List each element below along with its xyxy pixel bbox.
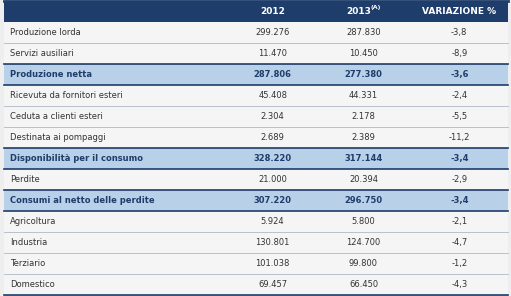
Bar (4, 106, 508, 127)
Text: 130.801: 130.801 (256, 238, 290, 247)
Text: -5,5: -5,5 (451, 112, 468, 121)
Text: 5.924: 5.924 (261, 217, 285, 226)
Text: 5.800: 5.800 (352, 217, 375, 226)
Text: 101.038: 101.038 (256, 258, 290, 268)
Text: -1,2: -1,2 (451, 258, 468, 268)
Text: Destinata ai pompaggi: Destinata ai pompaggi (10, 133, 106, 141)
Text: 2.178: 2.178 (352, 112, 376, 121)
Text: Consumi al netto delle perdite: Consumi al netto delle perdite (10, 196, 155, 205)
Text: 2013: 2013 (346, 7, 371, 16)
Bar (4, 274, 508, 295)
Text: -3,4: -3,4 (450, 154, 469, 163)
Text: 2.689: 2.689 (261, 133, 285, 141)
Text: -4,7: -4,7 (451, 238, 468, 247)
Bar (4, 64, 508, 85)
Text: 21.000: 21.000 (258, 175, 287, 184)
Text: 2.304: 2.304 (261, 112, 285, 121)
Text: Terziario: Terziario (10, 258, 45, 268)
Text: 2.389: 2.389 (352, 133, 376, 141)
Bar (4, 231, 508, 252)
Text: Agricoltura: Agricoltura (10, 217, 57, 226)
Text: (A): (A) (371, 5, 381, 10)
Text: Perdite: Perdite (10, 175, 40, 184)
Text: 45.408: 45.408 (258, 91, 287, 100)
Bar (4, 22, 508, 43)
Text: Disponibilità per il consumo: Disponibilità per il consumo (10, 154, 143, 163)
Text: 299.276: 299.276 (256, 28, 290, 37)
Text: Industria: Industria (10, 238, 48, 247)
Text: -11,2: -11,2 (449, 133, 470, 141)
Text: 277.380: 277.380 (344, 70, 382, 79)
Text: VARIAZIONE %: VARIAZIONE % (422, 7, 496, 16)
Text: -3,4: -3,4 (450, 196, 469, 205)
Text: 287.830: 287.830 (346, 28, 381, 37)
Text: -3,8: -3,8 (451, 28, 468, 37)
Text: Ceduta a clienti esteri: Ceduta a clienti esteri (10, 112, 103, 121)
Text: 99.800: 99.800 (349, 258, 378, 268)
Text: 66.450: 66.450 (349, 279, 378, 289)
Bar (4, 252, 508, 274)
Text: Produzione netta: Produzione netta (10, 70, 92, 79)
Text: 124.700: 124.700 (346, 238, 381, 247)
Text: -3,6: -3,6 (450, 70, 469, 79)
Text: 328.220: 328.220 (253, 154, 292, 163)
Text: -2,9: -2,9 (451, 175, 468, 184)
Text: 307.220: 307.220 (253, 196, 292, 205)
Text: 287.806: 287.806 (253, 70, 292, 79)
Text: Servizi ausiliari: Servizi ausiliari (10, 49, 74, 58)
Text: 20.394: 20.394 (349, 175, 378, 184)
Text: 11.470: 11.470 (258, 49, 287, 58)
Bar (4, 210, 508, 231)
Text: Produzione lorda: Produzione lorda (10, 28, 81, 37)
Bar (4, 43, 508, 64)
Text: 69.457: 69.457 (258, 279, 287, 289)
Text: 10.450: 10.450 (349, 49, 378, 58)
Text: -8,9: -8,9 (451, 49, 468, 58)
Bar (4, 85, 508, 106)
Text: 317.144: 317.144 (344, 154, 383, 163)
Text: 2012: 2012 (260, 7, 285, 16)
Bar (4, 127, 508, 148)
Bar (4, 189, 508, 210)
Text: -2,1: -2,1 (451, 217, 468, 226)
Bar (4, 148, 508, 169)
Text: Ricevuta da fornitori esteri: Ricevuta da fornitori esteri (10, 91, 123, 100)
Text: Domestico: Domestico (10, 279, 55, 289)
Text: -4,3: -4,3 (451, 279, 468, 289)
Text: 44.331: 44.331 (349, 91, 378, 100)
Text: 296.750: 296.750 (344, 196, 383, 205)
Bar (4, 1, 508, 22)
Text: -2,4: -2,4 (451, 91, 468, 100)
Bar (4, 169, 508, 189)
